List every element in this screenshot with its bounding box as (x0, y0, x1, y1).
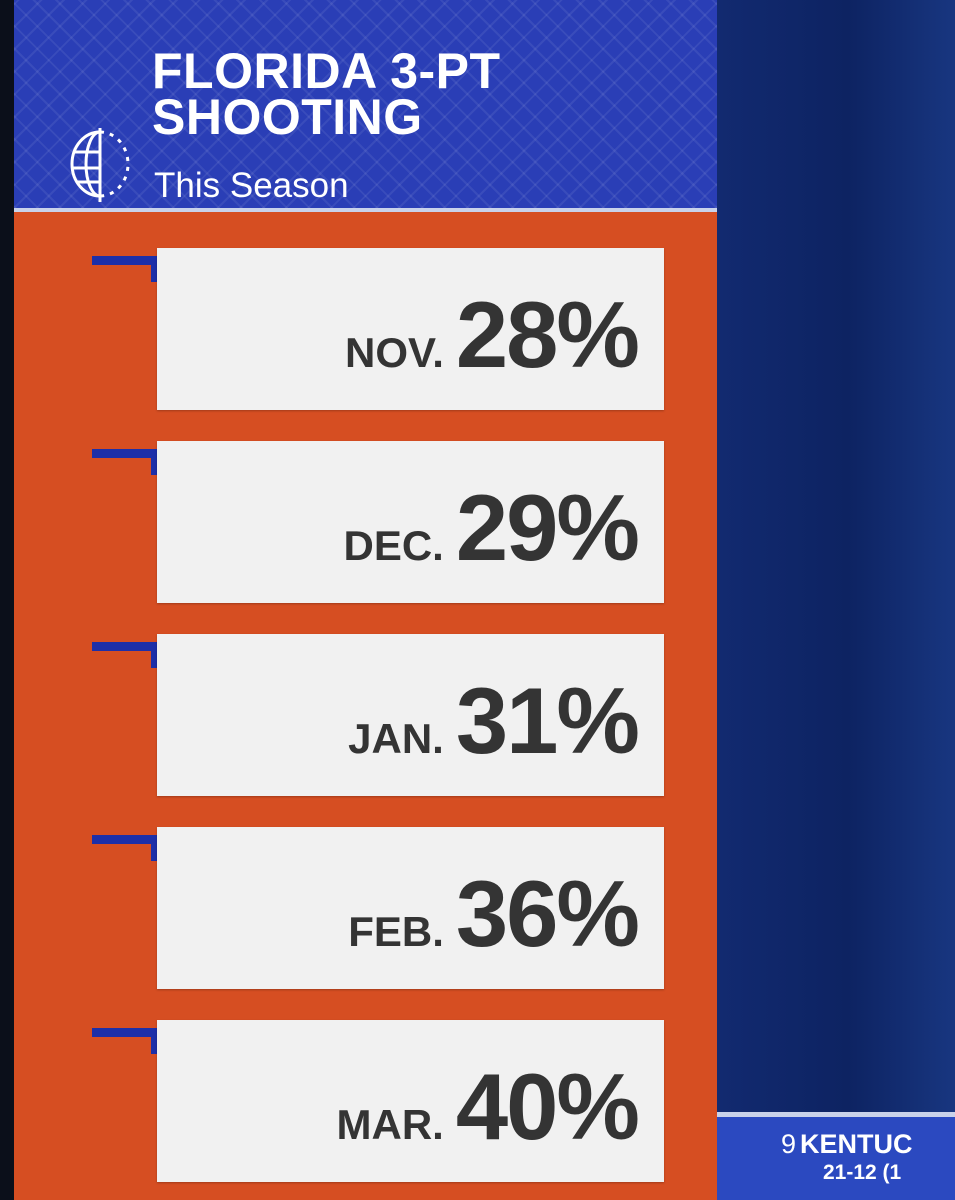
stat-month: MAR. (336, 1101, 444, 1148)
card-tab-stem (151, 256, 157, 282)
background-video (717, 0, 955, 1118)
title-line-2: SHOOTING (152, 89, 423, 145)
team-record: 21-12 (1 (823, 1161, 902, 1184)
scorebug-team: 9 KENTUC (781, 1129, 913, 1159)
card-tab-stem (151, 449, 157, 475)
scorebug: 9 KENTUC 21-12 (1 (717, 1112, 955, 1200)
stat-value: 28% (455, 282, 640, 387)
stat-month: DEC. (343, 522, 444, 569)
stats-panel: NOV. 28% DEC. 29% JAN. 31% FEB. 36% MAR.… (14, 212, 717, 1200)
stat-card-nov: NOV. 28% (157, 248, 664, 410)
stat-card-feb: FEB. 36% (157, 827, 664, 989)
stat-value: 36% (455, 861, 640, 966)
team-seed: 9 (781, 1129, 797, 1159)
team-name: KENTUC (800, 1129, 913, 1159)
stat-value: 29% (455, 475, 640, 580)
graphic-header: FLORIDA 3-PT SHOOTING This Season (14, 0, 717, 212)
card-tab-stem (151, 642, 157, 668)
stat-month: NOV. (345, 329, 444, 376)
stat-card-jan: JAN. 31% (157, 634, 664, 796)
basketball-globe-icon (70, 128, 130, 202)
stat-value: 31% (455, 668, 640, 773)
title-line-1: FLORIDA 3-PT (152, 43, 501, 99)
stat-month: FEB. (348, 908, 444, 955)
card-tab-stem (151, 1028, 157, 1054)
stat-card-dec: DEC. 29% (157, 441, 664, 603)
graphic-subtitle: This Season (154, 166, 349, 205)
stat-month: JAN. (348, 715, 444, 762)
left-border (0, 0, 14, 1200)
stat-value: 40% (455, 1054, 640, 1159)
card-tab-stem (151, 835, 157, 861)
graphic-title: FLORIDA 3-PT SHOOTING (152, 46, 692, 142)
stat-card-mar: MAR. 40% (157, 1020, 664, 1182)
